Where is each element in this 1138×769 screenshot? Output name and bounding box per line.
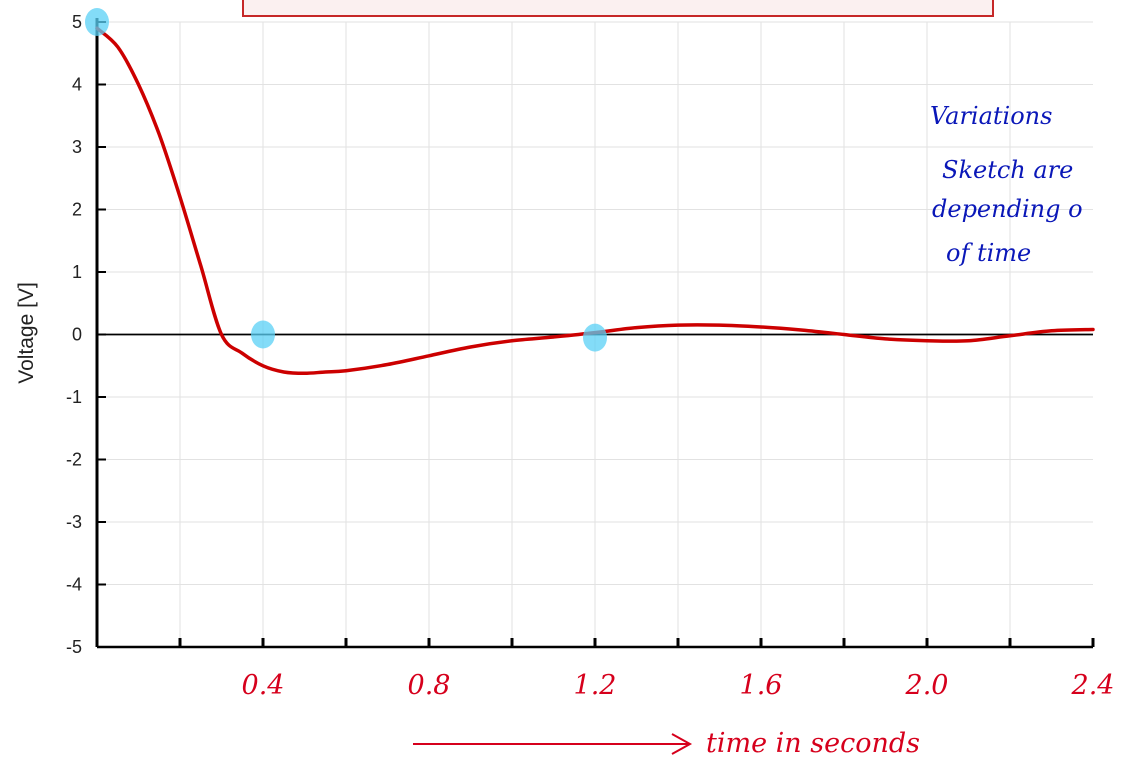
x-tick-label: 0.4	[242, 670, 285, 701]
highlight-point	[85, 8, 109, 36]
x-axis-label: time in seconds	[706, 728, 920, 759]
y-tick-label: -3	[66, 512, 82, 532]
y-axis-label: Voltage [V]	[15, 282, 38, 384]
y-tick-label: -2	[66, 450, 82, 470]
y-tick-label: -5	[66, 637, 82, 657]
highlight-point	[251, 320, 275, 349]
y-tick-label: 3	[72, 137, 82, 157]
y-tick-label: 5	[72, 12, 82, 32]
x-tick-label: 2.4	[1071, 670, 1115, 701]
highlight-point	[583, 323, 607, 352]
series-line-voltage	[95, 26, 1095, 376]
arrow-head	[671, 733, 693, 755]
annotation-line-4: of time	[946, 239, 1031, 267]
annotation-line-1: Variations	[930, 102, 1052, 130]
side-annotation: Variations Sketch are depending o of tim…	[930, 102, 1083, 267]
axes	[95, 18, 1095, 649]
y-tick-label: 0	[72, 325, 82, 345]
x-tick-label: 1.2	[574, 670, 617, 701]
x-tick-label: 0.8	[408, 670, 451, 701]
annotation-line-2: Sketch are	[942, 156, 1073, 184]
x-tick-labels: 0.4 0.8 1.2 1.6 2.0 2.4	[242, 670, 1115, 701]
y-tick-label: 1	[72, 262, 82, 282]
y-tick-label: 2	[72, 200, 82, 220]
x-tick-label: 1.6	[740, 670, 783, 701]
x-tick-label: 2.0	[905, 670, 949, 701]
annotation-line-3: depending o	[932, 195, 1083, 223]
y-tick-label: -4	[66, 575, 82, 595]
x-axis-caption: time in seconds	[413, 728, 920, 759]
highlighted-points	[85, 8, 607, 352]
top-red-box	[242, 0, 994, 17]
y-tick-labels: 5 4 3 2 1 0 -1 -2 -3 -4 -5	[66, 12, 82, 657]
y-tick-label: -1	[66, 387, 82, 407]
y-tick-label: 4	[72, 75, 82, 95]
